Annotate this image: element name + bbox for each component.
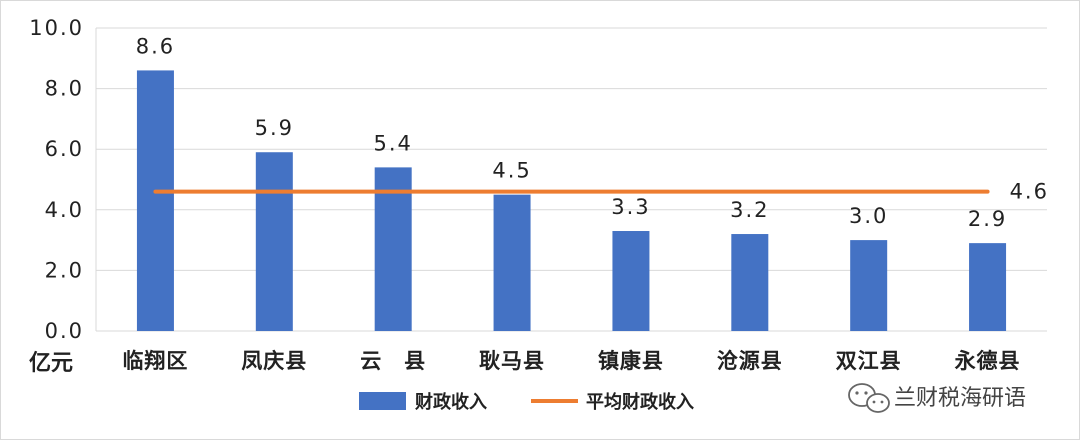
data-label: 8.6 <box>136 34 175 58</box>
data-label: 3.2 <box>730 198 769 222</box>
y-tick-label: 4.0 <box>45 198 84 222</box>
x-tick-label: 耿马县 <box>479 349 545 373</box>
x-tick-label: 永德县 <box>954 349 1021 373</box>
data-label: 3.3 <box>611 195 650 219</box>
legend-label-line: 平均财政收入 <box>586 391 694 413</box>
y-tick-label: 8.0 <box>45 77 84 101</box>
x-tick-label: 凤庆县 <box>241 349 307 373</box>
legend-label-bar: 财政收入 <box>415 391 487 413</box>
x-tick-label: 沧源县 <box>717 349 783 373</box>
x-tick-label: 双江县 <box>836 349 902 373</box>
data-label: 5.4 <box>373 131 412 155</box>
data-label: 4.5 <box>492 159 531 183</box>
average-line-label: 4.6 <box>1010 180 1049 204</box>
data-label: 3.0 <box>849 204 888 228</box>
wechat-icon <box>848 383 890 413</box>
data-label: 5.9 <box>255 116 294 140</box>
y-tick-label: 6.0 <box>45 137 84 161</box>
y-tick-label: 2.0 <box>45 258 84 282</box>
y-axis-unit-label: 亿元 <box>29 351 73 376</box>
data-label: 2.9 <box>968 207 1007 231</box>
watermark-text: 兰财税海研语 <box>894 386 1026 411</box>
x-tick-label: 临翔区 <box>122 349 188 373</box>
x-tick-label: 镇康县 <box>598 349 664 373</box>
bar <box>969 243 1007 331</box>
bar <box>612 231 650 331</box>
bar <box>493 194 531 331</box>
x-tick-label: 云 县 <box>360 349 426 373</box>
bar <box>255 152 293 331</box>
y-tick-label: 0.0 <box>45 319 84 343</box>
bar <box>850 240 888 331</box>
bar <box>136 70 174 332</box>
bar <box>374 167 412 331</box>
y-tick-label: 10.0 <box>29 16 84 40</box>
legend-swatch-bar <box>359 392 406 410</box>
bar <box>731 234 769 331</box>
